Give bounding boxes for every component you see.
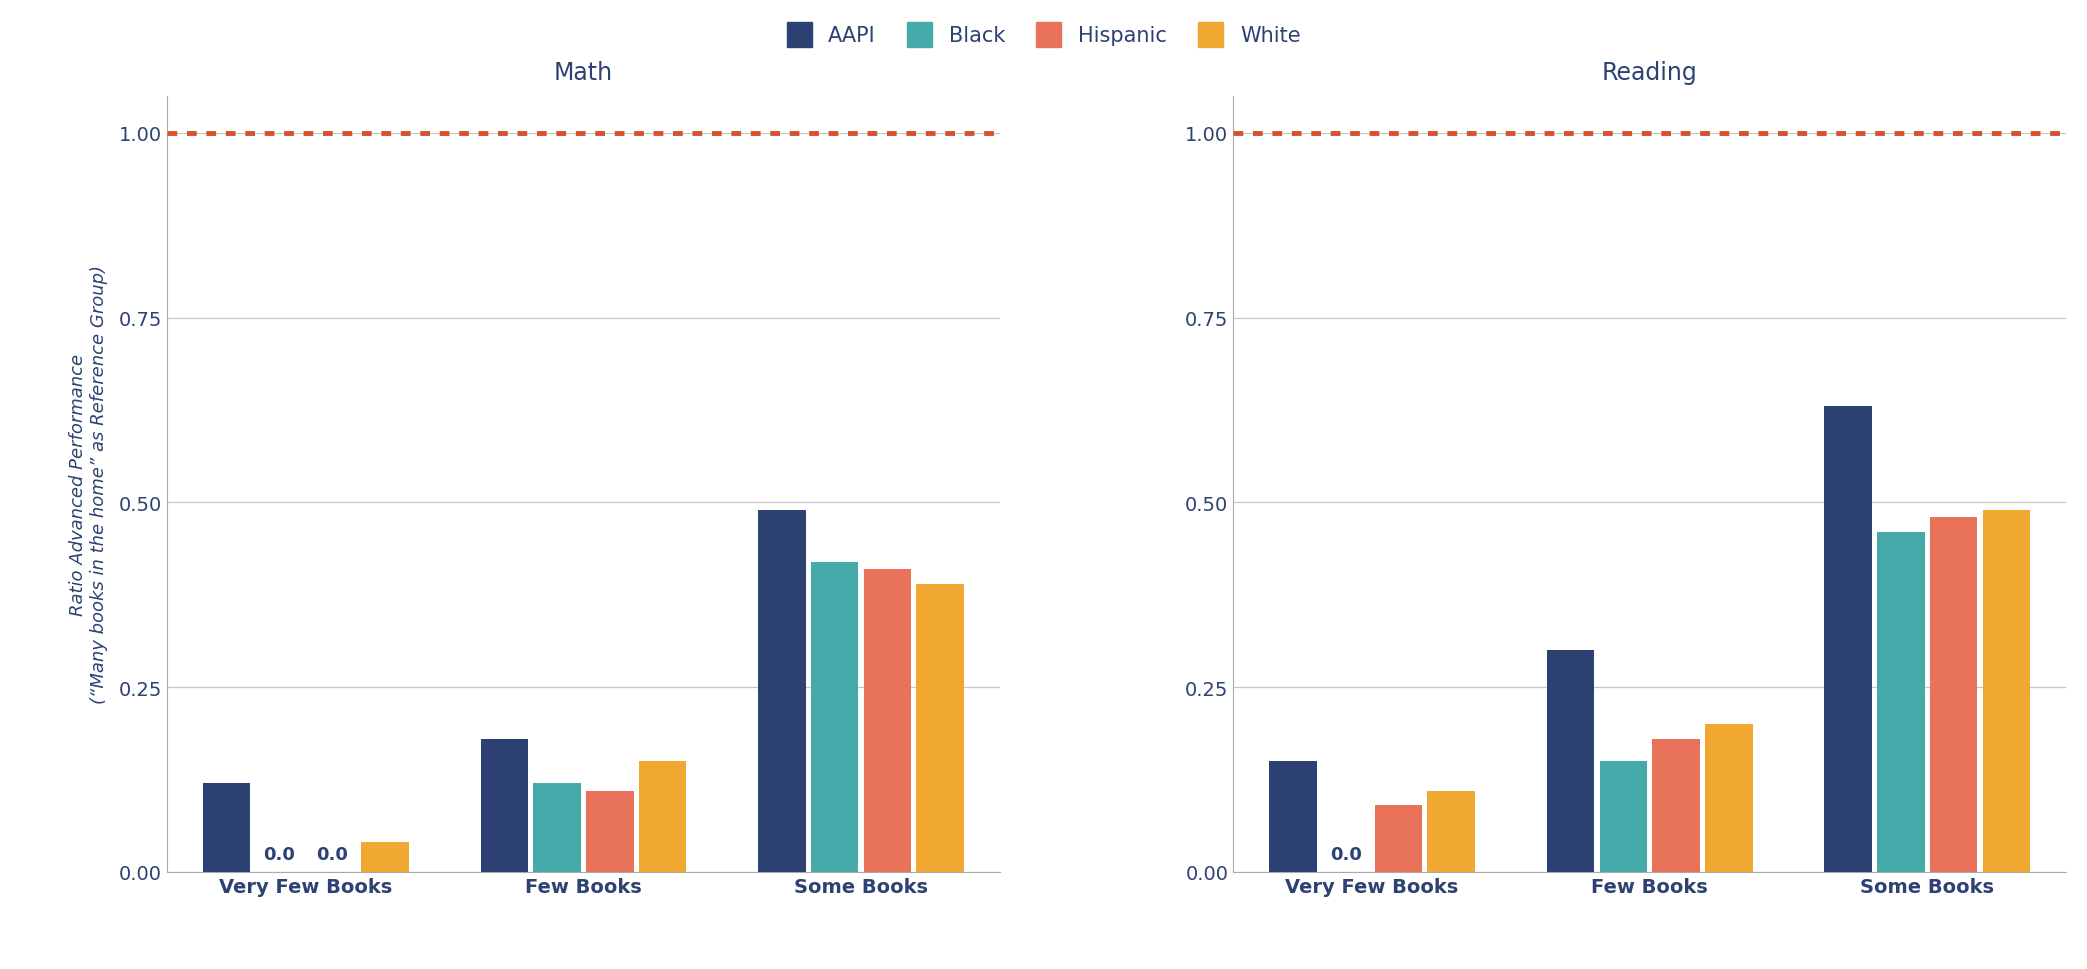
Legend: AAPI, Black, Hispanic, White: AAPI, Black, Hispanic, White <box>778 15 1309 56</box>
Bar <box>1983 511 2031 872</box>
Bar <box>534 784 580 872</box>
Bar <box>586 791 634 872</box>
Bar <box>361 843 409 872</box>
Bar <box>916 584 964 872</box>
Bar <box>1876 533 1924 872</box>
Title: Reading: Reading <box>1601 61 1697 85</box>
Bar <box>1653 739 1699 872</box>
Text: 0.0: 0.0 <box>1329 845 1361 863</box>
Text: 0.0: 0.0 <box>263 845 296 863</box>
Text: 0.0: 0.0 <box>317 845 349 863</box>
Bar <box>1546 650 1594 872</box>
Bar <box>1705 725 1753 872</box>
Bar <box>1269 762 1317 872</box>
Bar <box>864 570 912 872</box>
Bar <box>480 739 528 872</box>
Y-axis label: Ratio Advanced Performance
(“Many books in the home” as Reference Group): Ratio Advanced Performance (“Many books … <box>69 266 109 703</box>
Bar <box>1824 407 1872 872</box>
Bar <box>1375 805 1421 872</box>
Bar <box>758 511 806 872</box>
Bar <box>812 562 858 872</box>
Bar <box>639 762 687 872</box>
Bar <box>1930 517 1976 872</box>
Bar <box>1428 791 1476 872</box>
Bar <box>1599 762 1647 872</box>
Title: Math: Math <box>553 61 614 85</box>
Bar <box>202 784 250 872</box>
